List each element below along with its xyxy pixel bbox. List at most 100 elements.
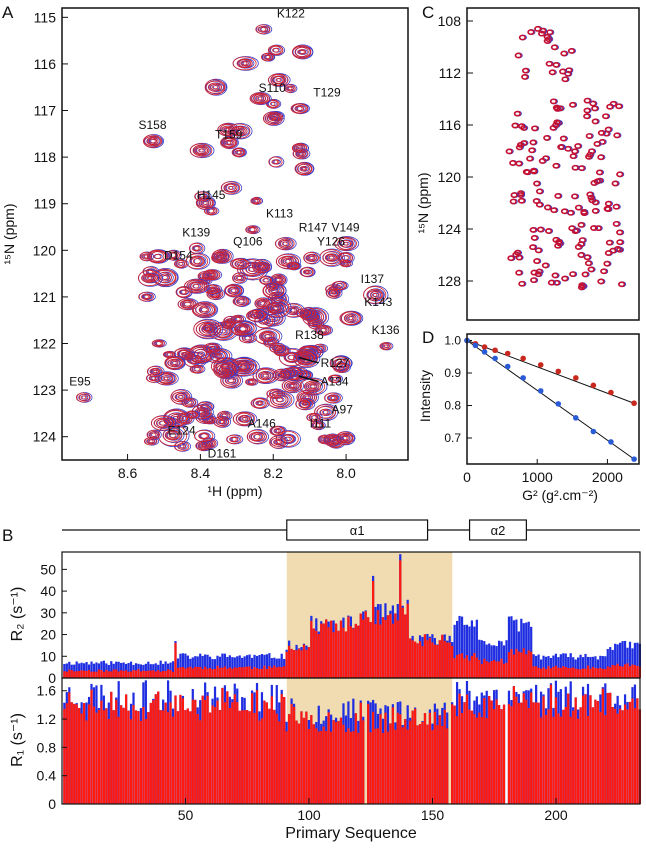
peak-contour — [324, 392, 343, 404]
bar-component — [431, 642, 434, 678]
bar-component — [577, 669, 580, 678]
peak-contour — [267, 44, 286, 56]
bar-component — [468, 660, 471, 678]
bar-total — [208, 656, 212, 678]
bar-component — [65, 703, 68, 804]
data-point — [608, 389, 614, 396]
bar-component — [357, 732, 360, 804]
bar-total — [110, 661, 113, 678]
bar-component — [310, 620, 313, 678]
bar-total — [102, 660, 105, 678]
peak-contour — [299, 377, 328, 396]
bar-component — [241, 710, 244, 804]
peak-contour — [526, 155, 535, 162]
peak-contour — [591, 199, 600, 206]
bar-component — [490, 661, 493, 678]
bar-total — [581, 657, 585, 678]
bar-component — [129, 671, 133, 678]
bar-component — [181, 698, 185, 804]
bar-component — [216, 700, 219, 804]
bar-component — [581, 668, 585, 678]
bar-component — [134, 710, 138, 804]
peak-contour — [535, 201, 544, 208]
peak-contour — [534, 271, 543, 278]
bar-total — [507, 616, 511, 678]
bar-component — [132, 705, 135, 804]
peak-contour — [230, 314, 246, 324]
peak-contour — [557, 144, 566, 150]
bar-component — [342, 724, 345, 804]
bar-component — [233, 694, 236, 804]
peak-contour — [146, 429, 162, 440]
bar-total — [552, 655, 555, 678]
peak-contour — [577, 241, 586, 248]
bar-component — [236, 702, 239, 804]
peak-contour — [265, 281, 280, 291]
bar-component — [258, 720, 261, 804]
bar-component — [171, 671, 175, 678]
peak-label: K136 — [372, 323, 400, 337]
bar-component — [70, 702, 73, 804]
bar-component — [80, 713, 83, 804]
bar-component — [381, 617, 385, 678]
bar-component — [228, 708, 231, 804]
y-tick-label: 124 — [438, 221, 462, 237]
bar-component — [292, 650, 296, 678]
y-tick-label: 124 — [33, 429, 57, 445]
bar-component — [206, 668, 209, 678]
bar-total — [505, 640, 508, 678]
peak-contour — [229, 257, 252, 270]
peak-contour — [555, 238, 564, 245]
bar-component — [394, 729, 397, 804]
bar-component — [470, 655, 474, 678]
bar-component — [623, 664, 627, 678]
bar-component — [544, 669, 548, 678]
bar-component — [315, 728, 318, 804]
peak-contour — [272, 368, 291, 382]
peak-contour — [554, 192, 563, 199]
peak-contour — [511, 122, 520, 129]
peak-label: A97 — [332, 402, 354, 416]
peak-label: E124 — [168, 423, 196, 437]
r2-bar-chart: 0 10 20 30 40 50 — [40, 552, 641, 686]
bar-total — [532, 654, 535, 678]
bar-component — [619, 708, 622, 804]
peak-contour — [529, 226, 538, 233]
helix-box — [468, 519, 527, 541]
peak-contour — [334, 236, 360, 252]
peak-contour — [568, 225, 577, 232]
peak-contour — [602, 113, 611, 120]
bar-total — [544, 656, 548, 678]
peak-contour — [538, 158, 547, 164]
bar-component — [253, 712, 256, 804]
bar-component — [70, 670, 73, 678]
bar-component — [243, 666, 246, 678]
peak-contour — [165, 249, 182, 261]
bar-component — [270, 667, 273, 678]
bar-component — [344, 732, 348, 804]
y-tick-label: 120 — [33, 242, 57, 258]
bar-component — [280, 667, 283, 678]
r1-bar-chart: 0 0.4 0.8 1.2 1.6 50 100 150 200 — [37, 678, 641, 823]
bar-component — [416, 725, 419, 804]
peak-contour — [245, 378, 259, 386]
bar-component — [354, 623, 357, 678]
bar-component — [248, 666, 251, 678]
bar-component — [300, 711, 303, 804]
peak-contour — [263, 336, 279, 348]
bar-total — [460, 616, 464, 678]
bar-component — [488, 662, 491, 678]
bar-component — [189, 666, 192, 678]
bar-component — [208, 667, 212, 678]
bar-component — [557, 667, 560, 678]
bar-component — [238, 710, 241, 804]
peak-contour — [547, 279, 556, 286]
peak-contour — [267, 73, 291, 87]
bar-component — [194, 666, 197, 678]
peak-contour — [164, 355, 186, 371]
bar-component — [334, 623, 338, 678]
peak-contour — [585, 133, 594, 139]
peak-contour — [569, 101, 578, 108]
peak-contour — [530, 235, 539, 241]
bar-component — [154, 694, 157, 804]
